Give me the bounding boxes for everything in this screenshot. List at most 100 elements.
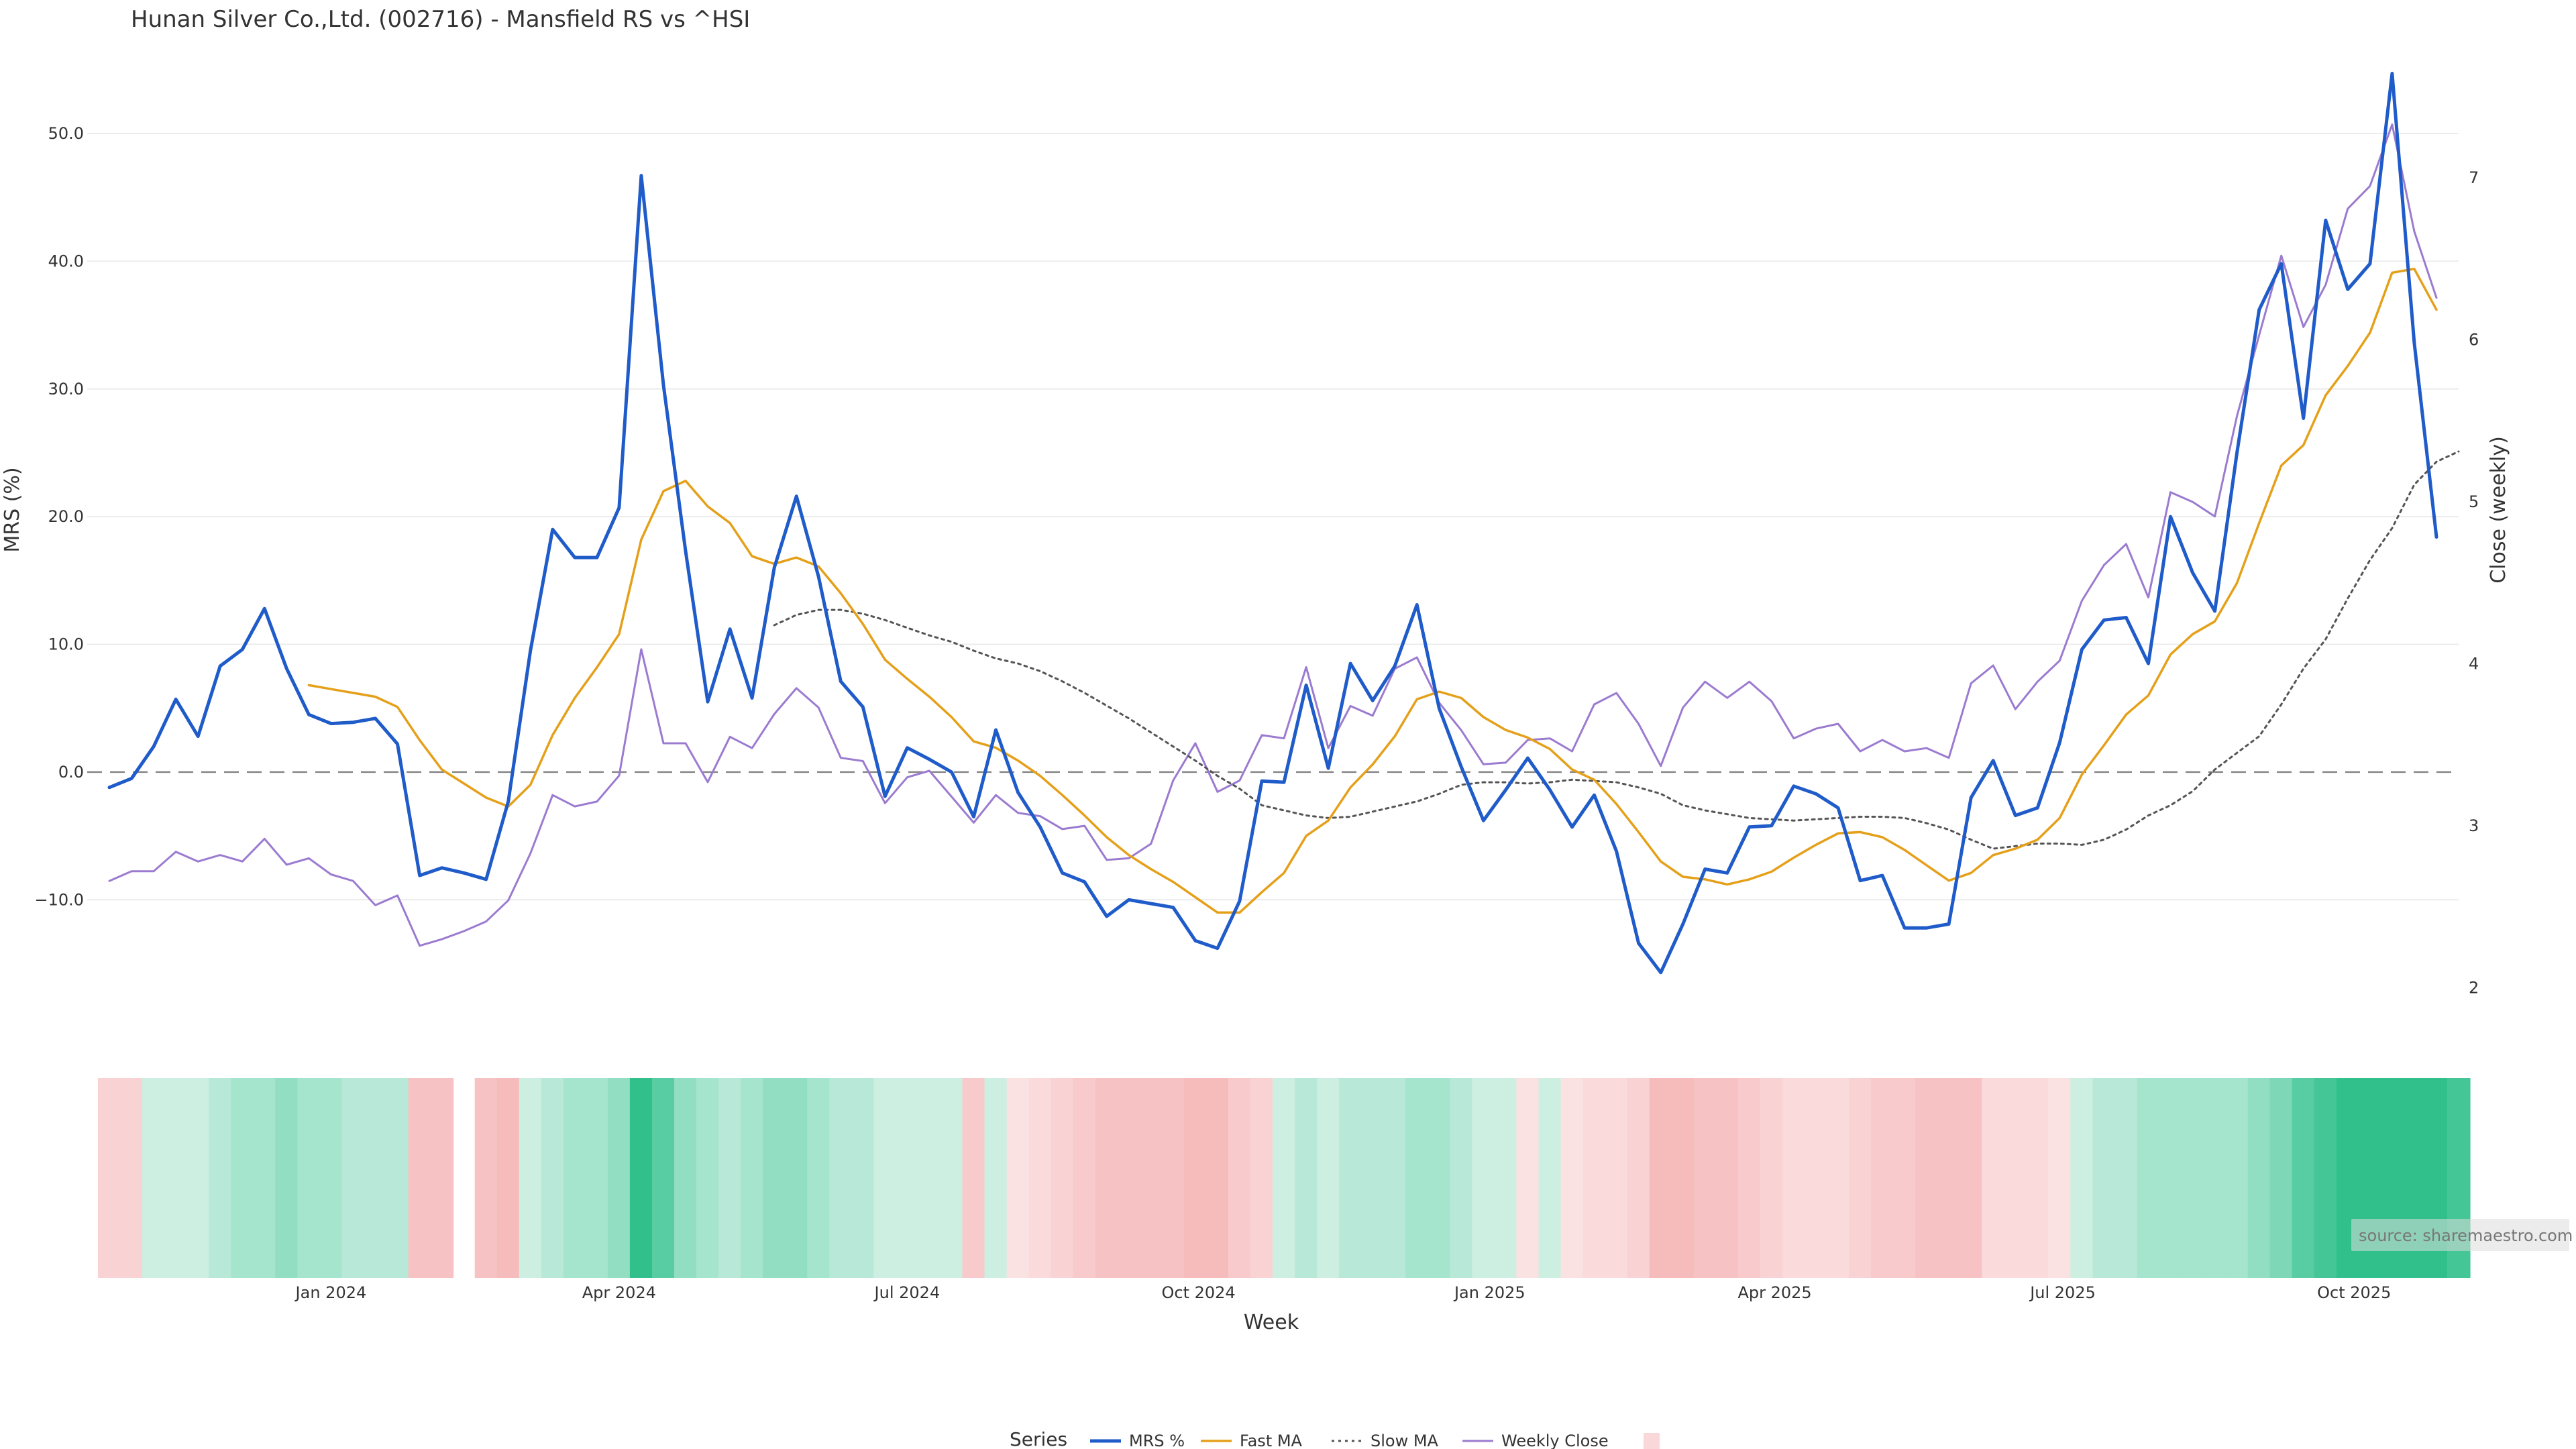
x-tick-label: Oct 2025 <box>2317 1283 2391 1302</box>
heatmap-cell <box>1361 1078 1385 1278</box>
heatmap-cell <box>1827 1078 1850 1278</box>
heatmap-cell <box>1804 1078 1828 1278</box>
x-axis-ticks: Jan 2024 Apr 2024 Jul 2024 Oct 2024 Jan 2025… <box>294 1283 2392 1302</box>
heatmap-cell <box>674 1078 698 1278</box>
heatmap-cell <box>1649 1078 1673 1278</box>
heatmap-cell <box>1937 1078 1961 1278</box>
heatmap-cell <box>1715 1078 1739 1278</box>
heatmap-cell <box>231 1078 254 1278</box>
heatmap-cell <box>896 1078 919 1278</box>
legend-label: Slow MA <box>1371 1432 1439 1449</box>
heatmap-cell <box>2137 1078 2161 1278</box>
heatmap-cell <box>1161 1078 1185 1278</box>
heatmap-cell <box>2314 1078 2338 1278</box>
heatmap-cell <box>607 1078 631 1278</box>
heatmap-cell <box>1893 1078 1917 1278</box>
heatmap-cell <box>341 1078 365 1278</box>
heatmap-cell <box>1760 1078 1784 1278</box>
heatmap-cell <box>2292 1078 2316 1278</box>
heatmap-cell <box>2159 1078 2183 1278</box>
right-axis-ticks: 7 6 5 4 3 2 <box>2469 168 2479 997</box>
heatmap-cell <box>1737 1078 1762 1278</box>
legend-heatmap-swatch <box>1644 1433 1660 1449</box>
heatmap-cell <box>541 1078 565 1278</box>
x-tick-label: Apr 2024 <box>582 1283 656 1302</box>
heatmap-cell <box>807 1078 830 1278</box>
heatmap-cell <box>1228 1078 1252 1278</box>
right-tick-label: 4 <box>2469 655 2479 674</box>
heatmap-cell <box>652 1078 676 1278</box>
heatmap-cell <box>1472 1078 1495 1278</box>
heatmap-cell <box>1117 1078 1141 1278</box>
heatmap-cell <box>585 1078 609 1278</box>
heatmap-cell <box>275 1078 299 1278</box>
heatmap-cell <box>2004 1078 2027 1278</box>
heatmap-cell <box>2225 1078 2249 1278</box>
left-axis-title: MRS (%) <box>1 467 24 552</box>
heatmap-cell <box>2269 1078 2294 1278</box>
x-axis-title: Week <box>1244 1311 1299 1334</box>
left-axis-ticks: 50.0 40.0 30.0 20.0 10.0 0.0 −10.0 <box>34 124 84 909</box>
x-tick-label: Jan 2024 <box>294 1283 367 1302</box>
left-tick-label: 40.0 <box>48 252 84 270</box>
heatmap-cell <box>1494 1078 1517 1278</box>
heatmap-cell <box>851 1078 875 1278</box>
heatmap-cell <box>2070 1078 2094 1278</box>
right-tick-label: 7 <box>2469 168 2479 187</box>
heatmap-cell <box>2092 1078 2116 1278</box>
right-axis-title: Close (weekly) <box>2487 436 2510 584</box>
right-tick-label: 2 <box>2469 979 2479 998</box>
x-tick-label: Jan 2025 <box>1453 1283 1525 1302</box>
heatmap-cell <box>1982 1078 2005 1278</box>
heatmap-cell <box>164 1078 188 1278</box>
heatmap-cell <box>741 1078 764 1278</box>
heatmap-cell <box>2048 1078 2072 1278</box>
heatmap-cell <box>1671 1078 1695 1278</box>
heatmap-cell <box>1006 1078 1030 1278</box>
heatmap-cell <box>1560 1078 1585 1278</box>
heatmap-cell <box>98 1078 121 1278</box>
heatmap-cell <box>1516 1078 1540 1278</box>
left-tick-label: 50.0 <box>48 124 84 143</box>
heatmap-cell <box>563 1078 587 1278</box>
left-tick-label: 0.0 <box>58 763 84 782</box>
heatmap-cell <box>1582 1078 1607 1278</box>
heatmap-cell <box>142 1078 166 1278</box>
heatmap-cell <box>629 1078 653 1278</box>
heatmap-cell <box>496 1078 521 1278</box>
legend: Series MRS % Fast MA Slow MA Weekly Close <box>1010 1428 1660 1449</box>
right-tick-label: 3 <box>2469 816 2479 835</box>
heatmap-cell <box>2181 1078 2205 1278</box>
series-fast-ma <box>307 268 2438 914</box>
left-tick-label: 20.0 <box>48 507 84 526</box>
heatmap-cell <box>2203 1078 2227 1278</box>
heatmap-cell <box>1095 1078 1119 1278</box>
source-watermark: source: sharemaestro.com <box>2351 1219 2573 1251</box>
heatmap-cell <box>1139 1078 1163 1278</box>
heatmap-cell <box>1073 1078 1097 1278</box>
series-slow-ma <box>773 450 2460 850</box>
heatmap-cell <box>1538 1078 1562 1278</box>
chart-title: Hunan Silver Co.,Ltd. (002716) - Mansfie… <box>131 6 750 33</box>
heatmap-cell <box>718 1078 742 1278</box>
series-weekly-close <box>108 123 2438 947</box>
x-tick-label: Apr 2025 <box>1737 1283 1811 1302</box>
left-tick-label: −10.0 <box>34 890 84 909</box>
heatmap-cell <box>1428 1078 1451 1278</box>
heatmap-cell <box>1273 1078 1296 1278</box>
heatmap-cell <box>1693 1078 1717 1278</box>
heatmap-cell <box>1028 1078 1053 1278</box>
heatmap-cell <box>1849 1078 1872 1278</box>
heatmap-cell <box>696 1078 720 1278</box>
heatmap-cell <box>408 1078 432 1278</box>
heatmap-cell <box>873 1078 897 1278</box>
right-tick-label: 5 <box>2469 492 2479 511</box>
heatmap-cell <box>1605 1078 1629 1278</box>
left-tick-label: 10.0 <box>48 635 84 654</box>
x-tick-label: Jul 2024 <box>873 1283 941 1302</box>
heatmap-cell <box>519 1078 543 1278</box>
rs-heatmap-strip <box>98 1078 2471 1278</box>
heatmap-cell <box>1205 1078 1230 1278</box>
source-text: source: sharemaestro.com <box>2359 1226 2573 1245</box>
legend-label: Fast MA <box>1240 1432 1303 1449</box>
